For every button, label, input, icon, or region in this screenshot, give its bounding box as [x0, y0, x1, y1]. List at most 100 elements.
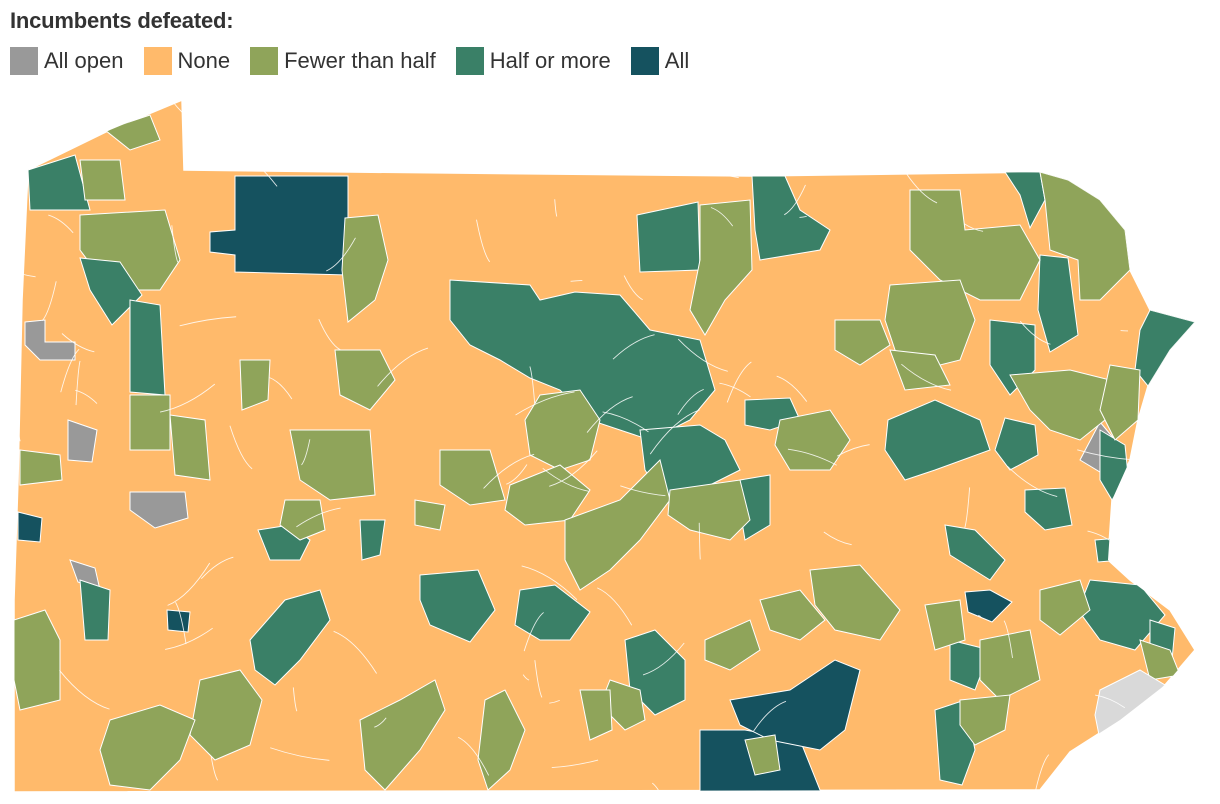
district-fewer-64	[99, 704, 196, 791]
district-border	[374, 717, 387, 728]
district-border	[534, 660, 543, 698]
district-border	[1095, 694, 1126, 709]
district-border	[269, 377, 293, 400]
district-half-3	[751, 175, 831, 261]
legend-item-all-open: All open	[10, 47, 124, 75]
district-border	[677, 388, 704, 415]
district-fewer-68	[704, 619, 761, 671]
district-border	[476, 219, 491, 263]
district-fewer-50	[524, 389, 601, 471]
district-border	[483, 453, 535, 489]
district-border	[292, 687, 298, 712]
district-border	[1019, 320, 1051, 345]
district-border	[698, 522, 701, 560]
legend-label-none: None	[177, 48, 231, 73]
district-fewer-69	[759, 589, 826, 641]
district-border	[333, 630, 377, 674]
district-fewer-60	[169, 414, 211, 481]
pennsylvania-district-map	[13, 98, 1197, 793]
district-border	[710, 207, 734, 227]
district-fewer-81	[103, 114, 161, 151]
district-fewer-63	[189, 669, 263, 761]
legend-item-fewer-than-half: Fewer than half	[250, 47, 436, 75]
district-border	[48, 214, 74, 234]
district-half-7	[27, 154, 91, 211]
district-border	[159, 383, 216, 413]
district-border	[210, 756, 219, 781]
district-border	[542, 467, 589, 492]
district-fewer-61	[19, 449, 63, 486]
district-border	[506, 464, 528, 485]
district-half-25	[1037, 254, 1079, 353]
district-border	[602, 411, 649, 433]
district-border	[787, 448, 837, 466]
district-border	[776, 375, 808, 402]
district-border	[59, 670, 110, 710]
legend-title: Incumbents defeated:	[10, 8, 234, 33]
district-fewer-80	[834, 319, 891, 366]
district-border	[586, 396, 633, 433]
district-border	[642, 642, 685, 676]
district-fewer-54	[774, 409, 851, 471]
legend: All open None Fewer than half Half or mo…	[10, 47, 709, 75]
district-border	[326, 237, 356, 272]
district-all-open-12	[129, 491, 189, 529]
district-all-open-10	[24, 319, 76, 361]
legend-swatch-all	[630, 47, 659, 75]
district-border	[1003, 620, 1013, 658]
district-border	[964, 223, 984, 232]
district-border	[784, 184, 806, 216]
district-border	[270, 747, 330, 761]
district-fewer-65	[359, 679, 446, 791]
district-border	[521, 565, 578, 600]
district-half-20	[884, 399, 991, 481]
legend-label-half-or-more: Half or more	[489, 48, 611, 73]
legend-item-all: All	[630, 47, 690, 75]
district-border	[823, 531, 852, 546]
district-fewer-59	[129, 394, 171, 451]
district-fewer-62	[14, 609, 61, 711]
legend-swatch-half-or-more	[455, 47, 484, 75]
district-fewer-71	[924, 599, 966, 651]
district-border	[165, 627, 213, 650]
district-border	[530, 160, 588, 167]
district-border	[167, 562, 211, 606]
district-border	[641, 113, 664, 127]
district-border	[458, 736, 490, 776]
district-half-29	[944, 524, 1006, 581]
district-border	[623, 275, 643, 301]
legend-label-fewer-than-half: Fewer than half	[284, 48, 436, 73]
district-fewer-53	[667, 479, 751, 541]
district-fewer-45	[909, 189, 1041, 301]
district-half-9	[129, 299, 166, 396]
district-all-15	[17, 511, 43, 543]
district-fewer-46	[1009, 369, 1111, 441]
district-border	[301, 439, 311, 466]
district-all-16	[166, 609, 191, 633]
district-border	[1115, 509, 1136, 525]
district-border	[175, 602, 187, 645]
district-border	[836, 444, 870, 457]
district-all-0	[209, 175, 349, 276]
district-fewer-77	[334, 349, 396, 411]
legend-label-all: All	[664, 48, 690, 73]
district-half-8	[79, 257, 143, 326]
district-border	[171, 225, 179, 263]
district-border	[719, 382, 751, 398]
district-half-30	[1024, 487, 1073, 531]
legend-swatch-all-open	[10, 47, 38, 75]
district-border	[522, 674, 530, 681]
district-half-41	[359, 519, 386, 561]
district-border	[350, 128, 404, 151]
district-fewer-49	[889, 349, 951, 391]
district-border	[179, 316, 237, 327]
district-border	[549, 450, 598, 487]
district-border	[649, 409, 700, 455]
district-border	[529, 366, 536, 404]
district-border	[1007, 465, 1058, 497]
district-regions	[14, 114, 1195, 792]
district-border	[200, 556, 234, 580]
district-border	[620, 485, 666, 497]
district-border	[296, 507, 341, 528]
district-all-19	[729, 659, 861, 751]
